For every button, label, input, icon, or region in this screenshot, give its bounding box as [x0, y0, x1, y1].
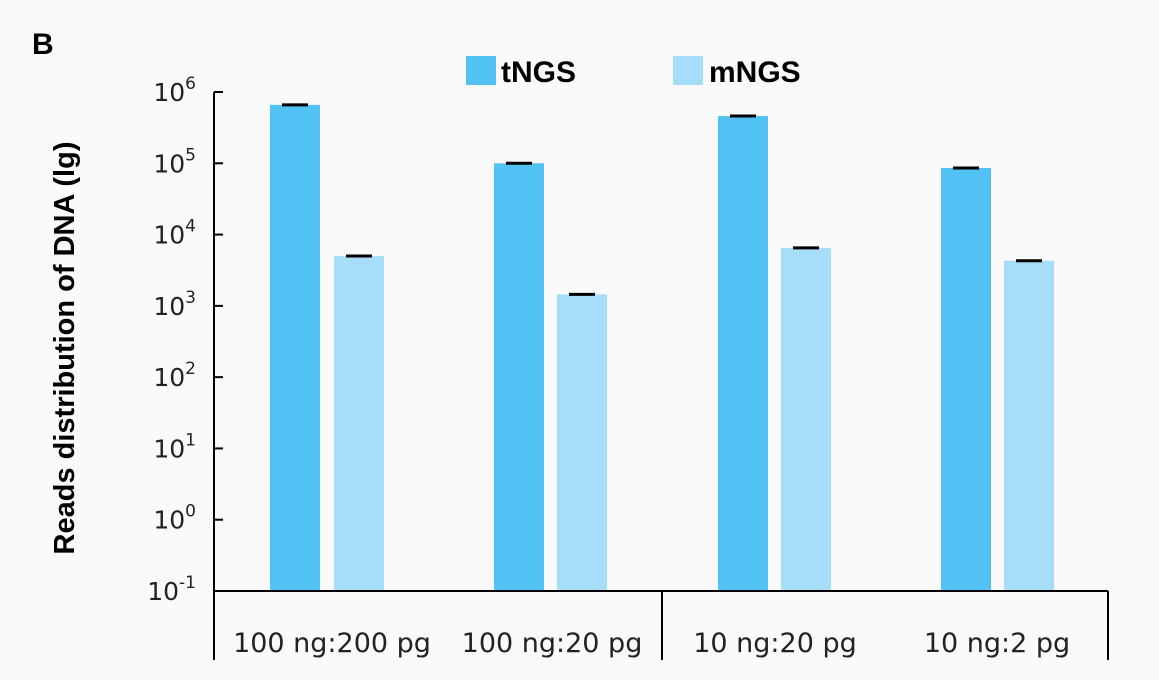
- y-tick-base: 10: [153, 149, 185, 178]
- y-tick-label: 106: [153, 74, 196, 107]
- y-tick-exponent: 6: [185, 74, 196, 94]
- y-tick-label: 103: [153, 288, 196, 321]
- y-axis-label: Reads distribution of DNA (lg): [49, 142, 81, 555]
- category-labels: 100 ng:200 pg 100 ng:20 pg 10 ng:20 pg 10 n…: [233, 628, 1070, 659]
- panel-label: B: [32, 28, 54, 61]
- y-tick-exponent: -1: [179, 573, 196, 593]
- y-tick-exponent: 4: [185, 217, 196, 237]
- y-tick-label: 10-1: [147, 573, 196, 606]
- y-tick-exponent: 5: [185, 145, 196, 165]
- x-axis: 100 ng:200 pg 100 ng:20 pg 10 ng:20 pg 10 n…: [213, 590, 1109, 660]
- y-tick-exponent: 2: [185, 359, 196, 379]
- legend-label-tngs: tNGS: [501, 56, 576, 89]
- bar-mngs-3: [781, 247, 831, 592]
- category-label: 10 ng:20 pg: [693, 628, 857, 659]
- bar-mngs-2: [557, 294, 607, 591]
- y-tick-base: 10: [153, 78, 185, 107]
- y-tick-base: 10: [153, 363, 185, 392]
- category-label: 10 ng:2 pg: [924, 628, 1070, 659]
- y-tick-exponent: 1: [185, 430, 196, 450]
- y-tick-label: 102: [153, 359, 196, 392]
- category-label: 100 ng:200 pg: [233, 628, 431, 659]
- bar-tngs-4: [941, 167, 991, 592]
- error-bars: [282, 103, 1042, 296]
- y-tick-exponent: 0: [185, 502, 196, 522]
- y-tick-label: 105: [153, 145, 196, 178]
- y-tick-base: 10: [153, 434, 185, 463]
- bar-mngs-1: [334, 256, 384, 591]
- y-tick-base: 10: [147, 577, 179, 606]
- y-tick-label: 104: [153, 217, 196, 250]
- y-tick-base: 10: [153, 292, 185, 321]
- bars: [270, 104, 1054, 592]
- category-label: 100 ng:20 pg: [462, 628, 643, 659]
- y-tick-label: 101: [153, 430, 196, 463]
- y-tick-exponent: 3: [185, 288, 196, 308]
- y-tick-label: 100: [153, 502, 196, 535]
- bar-tngs-2: [494, 163, 544, 592]
- bar-mngs-4: [1004, 260, 1054, 591]
- y-tick-base: 10: [153, 506, 185, 535]
- legend-label-mngs: mNGS: [709, 56, 801, 89]
- legend-swatch-mngs: [673, 56, 703, 85]
- bar-tngs-3: [718, 116, 768, 591]
- y-tick-base: 10: [153, 221, 185, 250]
- legend: tNGS mNGS: [466, 56, 801, 89]
- bar-tngs-1: [270, 104, 320, 591]
- legend-swatch-tngs: [466, 56, 496, 85]
